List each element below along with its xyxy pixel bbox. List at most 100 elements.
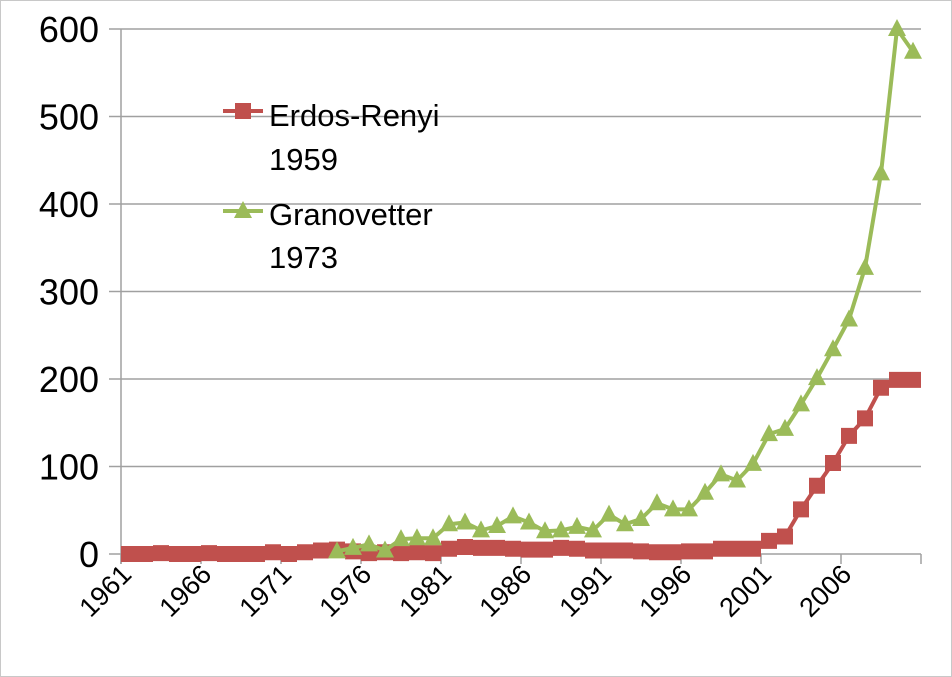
- data-point-square: [745, 540, 761, 557]
- data-point-triangle: [392, 529, 410, 547]
- x-tick-label: 1966: [154, 559, 218, 623]
- data-point-triangle: [488, 516, 506, 533]
- data-point-square: [889, 371, 905, 388]
- data-point-triangle: [440, 514, 458, 532]
- data-point-triangle: [808, 368, 826, 386]
- data-point-square: [313, 542, 329, 559]
- data-point-square: [761, 532, 777, 549]
- data-point-square: [425, 545, 441, 562]
- data-point-triangle: [776, 418, 794, 436]
- data-point-square: [249, 546, 265, 562]
- data-point-triangle: [744, 453, 762, 471]
- data-point-square: [505, 540, 521, 557]
- data-point-triangle: [424, 528, 442, 546]
- data-point-triangle: [664, 499, 682, 517]
- data-point-triangle: [504, 506, 522, 524]
- data-point-triangle: [632, 509, 650, 526]
- data-point-square: [617, 542, 633, 559]
- x-tick-label: 2006: [794, 559, 858, 623]
- data-point-square: [441, 540, 457, 557]
- data-point-triangle: [760, 424, 778, 442]
- data-point-square: [649, 544, 665, 561]
- data-point-triangle: [360, 534, 378, 552]
- x-tick-label: 1986: [474, 559, 538, 623]
- legend-label-granovetter-2: 1973: [269, 240, 338, 275]
- data-point-triangle: [568, 516, 586, 534]
- x-tick-label: 1996: [634, 559, 698, 623]
- legend-label-erdos-1: Erdos-Renyi: [269, 98, 440, 133]
- data-point-square: [601, 542, 617, 559]
- data-point-triangle: [872, 163, 890, 181]
- data-point-square: [233, 546, 249, 562]
- data-point-triangle: [520, 512, 538, 530]
- y-tick-label: 100: [39, 447, 99, 488]
- data-point-square: [169, 546, 185, 562]
- x-tick-label: 1991: [554, 559, 618, 623]
- data-point-square: [265, 544, 281, 561]
- data-point-triangle: [888, 19, 906, 36]
- x-tick-label: 1976: [314, 559, 378, 623]
- data-point-square: [521, 541, 537, 558]
- legend-label-erdos-2: 1959: [269, 142, 338, 177]
- data-point-square: [393, 545, 409, 562]
- data-point-square: [857, 410, 873, 427]
- data-point-square: [409, 544, 425, 561]
- data-point-triangle: [344, 537, 362, 555]
- data-point-square: [553, 539, 569, 556]
- y-tick-label: 600: [39, 9, 99, 50]
- legend: Erdos-Renyi 1959 Granovetter 1973: [223, 98, 440, 275]
- data-point-square: [681, 543, 697, 560]
- data-point-square: [697, 543, 713, 560]
- x-tick-label: 1971: [234, 559, 298, 623]
- data-point-triangle: [792, 394, 810, 412]
- data-point-square: [729, 540, 745, 557]
- data-point-triangle: [456, 512, 474, 530]
- data-point-triangle: [376, 540, 394, 558]
- data-point-square: [153, 545, 169, 562]
- data-point-square: [713, 540, 729, 557]
- data-point-triangle: [328, 541, 346, 559]
- data-point-square: [457, 539, 473, 555]
- data-point-square: [873, 379, 889, 396]
- data-point-triangle: [824, 339, 842, 357]
- legend-label-granovetter-1: Granovetter: [269, 197, 433, 232]
- legend-marker-triangle: [234, 201, 252, 218]
- data-point-square: [809, 477, 825, 494]
- y-tick-label: 300: [39, 272, 99, 313]
- data-point-square: [569, 540, 585, 557]
- gridlines: [121, 28, 921, 468]
- data-point-square: [217, 546, 233, 562]
- data-point-square: [905, 371, 921, 388]
- data-point-triangle: [728, 470, 746, 488]
- data-point-square: [137, 546, 153, 562]
- x-tick-label: 1981: [394, 559, 458, 623]
- y-tick-label: 200: [39, 359, 99, 400]
- data-point-triangle: [552, 520, 570, 538]
- data-point-triangle: [536, 521, 554, 539]
- x-tick-label: 2001: [714, 559, 778, 623]
- data-point-square: [777, 528, 793, 545]
- data-point-square: [585, 542, 601, 559]
- data-point-square: [793, 501, 809, 518]
- data-point-triangle: [584, 520, 602, 538]
- data-point-square: [633, 543, 649, 560]
- data-point-triangle: [472, 520, 490, 538]
- data-point-triangle: [856, 257, 874, 275]
- data-point-square: [121, 546, 137, 562]
- y-tick-label: 500: [39, 97, 99, 138]
- data-point-square: [281, 546, 297, 562]
- data-point-triangle: [616, 514, 634, 532]
- data-point-square: [201, 545, 217, 562]
- data-point-triangle: [600, 504, 618, 522]
- data-point-triangle: [696, 482, 714, 500]
- data-point-triangle: [840, 309, 858, 327]
- data-point-square: [665, 544, 681, 561]
- data-point-square: [841, 427, 857, 444]
- y-tick-label: 0: [79, 534, 99, 575]
- y-tick-label: 400: [39, 184, 99, 225]
- legend-marker-square: [235, 103, 251, 119]
- data-point-square: [185, 546, 201, 562]
- data-point-square: [297, 544, 313, 561]
